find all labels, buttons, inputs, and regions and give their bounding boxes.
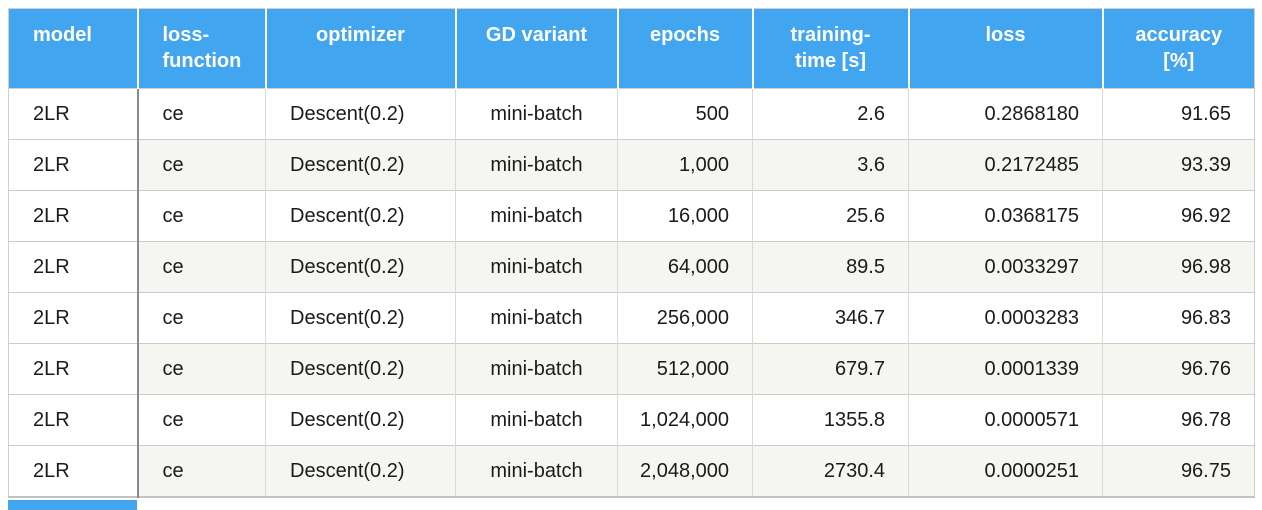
table-row: 2LR ce Descent(0.2) mini-batch 500 2.6 0.28681… (8, 88, 1255, 140)
next-table-header-fragment (8, 500, 137, 510)
column-header-loss: loss (908, 8, 1104, 89)
table-cell: 96.92 (1102, 190, 1255, 242)
table-cell: 93.39 (1102, 139, 1255, 191)
table-cell: 0.0003283 (908, 292, 1103, 344)
column-header-loss-function: loss- function (137, 8, 267, 89)
table-cell: mini-batch (455, 139, 618, 191)
table-row: 2LR ce Descent(0.2) mini-batch 512,000 679.7 0… (8, 343, 1255, 395)
table-cell: 0.2172485 (908, 139, 1103, 191)
table-cell: ce (137, 190, 266, 242)
table-cell: 91.65 (1102, 88, 1255, 140)
table-row: 2LR ce Descent(0.2) mini-batch 256,000 346.7 0… (8, 292, 1255, 344)
header-row: model loss- function optimizer GD variant ep… (8, 8, 1255, 89)
table-cell: 679.7 (752, 343, 909, 395)
table-cell: 1,000 (617, 139, 753, 191)
table-cell: 64,000 (617, 241, 753, 293)
table-cell: 2LR (8, 241, 139, 293)
table-cell: Descent(0.2) (265, 88, 456, 140)
table-row: 2LR ce Descent(0.2) mini-batch 2,048,000 2730… (8, 445, 1255, 497)
table-cell: 346.7 (752, 292, 909, 344)
column-header-model: model (8, 8, 139, 89)
column-header-accuracy: accuracy [%] (1102, 8, 1255, 89)
table-row: 2LR ce Descent(0.2) mini-batch 1,024,000 1355… (8, 394, 1255, 446)
table-cell: 500 (617, 88, 753, 140)
table-cell: mini-batch (455, 343, 618, 395)
table-cell: Descent(0.2) (265, 190, 456, 242)
table-cell: ce (137, 139, 266, 191)
table-cell: Descent(0.2) (265, 343, 456, 395)
table-body: 2LR ce Descent(0.2) mini-batch 500 2.6 0.28681… (8, 88, 1255, 497)
table-cell: 512,000 (617, 343, 753, 395)
table-cell: 1355.8 (752, 394, 909, 446)
table-cell: 3.6 (752, 139, 909, 191)
table-cell: 2LR (8, 190, 139, 242)
table-cell: ce (137, 241, 266, 293)
table-row: 2LR ce Descent(0.2) mini-batch 1,000 3.6 0.217… (8, 139, 1255, 191)
table-cell: ce (137, 292, 266, 344)
table-cell: 1,024,000 (617, 394, 753, 446)
table-cell: Descent(0.2) (265, 394, 456, 446)
table-cell: 89.5 (752, 241, 909, 293)
table-cell: 96.98 (1102, 241, 1255, 293)
table-cell: 0.0001339 (908, 343, 1103, 395)
table-cell: mini-batch (455, 394, 618, 446)
table-cell: 2LR (8, 292, 139, 344)
table-cell: 16,000 (617, 190, 753, 242)
results-table: model loss- function optimizer GD variant ep… (8, 8, 1255, 498)
table-cell: 96.83 (1102, 292, 1255, 344)
table-cell: ce (137, 88, 266, 140)
table-cell: 0.0000571 (908, 394, 1103, 446)
table-cell: ce (137, 343, 266, 395)
table-cell: mini-batch (455, 190, 618, 242)
table-cell: ce (137, 445, 266, 497)
table-cell: 0.0368175 (908, 190, 1103, 242)
table-cell: mini-batch (455, 445, 618, 497)
column-header-optimizer: optimizer (265, 8, 457, 89)
table-cell: 256,000 (617, 292, 753, 344)
table-cell: 96.75 (1102, 445, 1255, 497)
table-cell: 2.6 (752, 88, 909, 140)
table-cell: 96.76 (1102, 343, 1255, 395)
table-cell: 2LR (8, 343, 139, 395)
table-row: 2LR ce Descent(0.2) mini-batch 64,000 89.5 0.0… (8, 241, 1255, 293)
table-cell: 96.78 (1102, 394, 1255, 446)
table-cell: Descent(0.2) (265, 292, 456, 344)
table-cell: Descent(0.2) (265, 445, 456, 497)
column-header-epochs: epochs (617, 8, 754, 89)
table-cell: 2LR (8, 445, 139, 497)
table-row: 2LR ce Descent(0.2) mini-batch 16,000 25.6 0.0… (8, 190, 1255, 242)
column-header-training-time-s: training- time [s] (752, 8, 910, 89)
table-cell: mini-batch (455, 241, 618, 293)
column-header-gd-variant: GD variant (455, 8, 619, 89)
table-cell: mini-batch (455, 292, 618, 344)
table-cell: 0.0033297 (908, 241, 1103, 293)
table-cell: 2LR (8, 394, 139, 446)
table-cell: 2LR (8, 88, 139, 140)
table-cell: 0.2868180 (908, 88, 1103, 140)
table-cell: Descent(0.2) (265, 241, 456, 293)
table-cell: Descent(0.2) (265, 139, 456, 191)
table-cell: 2,048,000 (617, 445, 753, 497)
table-cell: ce (137, 394, 266, 446)
table-cell: 25.6 (752, 190, 909, 242)
table-cell: 2730.4 (752, 445, 909, 497)
table-cell: mini-batch (455, 88, 618, 140)
table-cell: 0.0000251 (908, 445, 1103, 497)
table-cell: 2LR (8, 139, 139, 191)
